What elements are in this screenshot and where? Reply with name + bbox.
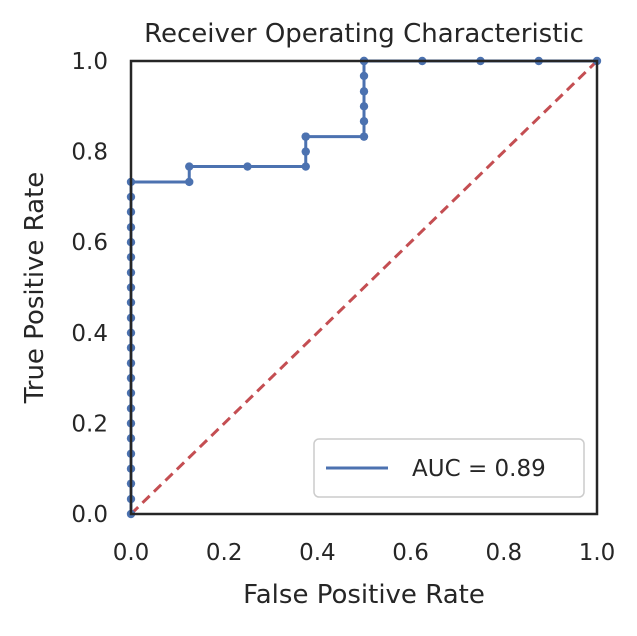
y-tick-label: 0.2 <box>71 411 108 437</box>
roc-point-marker <box>359 117 369 126</box>
plot-frame <box>129 59 599 516</box>
x-tick-label: 0.2 <box>206 540 243 566</box>
roc-point-marker <box>301 162 310 171</box>
x-tick-label: 0.6 <box>392 540 429 566</box>
y-tick-label: 0.8 <box>71 140 108 166</box>
legend-box <box>313 438 585 498</box>
x-tick-label: 0.0 <box>113 540 150 566</box>
roc-point-marker <box>301 132 310 141</box>
y-tick-label: 0.4 <box>71 321 108 347</box>
chart-title: Receiver Operating Characteristic <box>144 19 584 49</box>
x-tick-label: 0.4 <box>299 540 336 566</box>
chance-diagonal-line <box>129 59 599 516</box>
legend-label: AUC = 0.89 <box>412 456 546 482</box>
roc-point-marker <box>359 102 369 111</box>
roc-point-marker <box>359 71 369 81</box>
roc-point-marker <box>185 162 194 171</box>
y-axis-label: True Positive Rate <box>20 172 50 405</box>
roc-point-marker <box>301 147 310 156</box>
tick-layer: 0.0 0.2 0.4 0.6 0.8 1.0 0.0 0.2 0.4 0.6 0.8 1.0 <box>71 49 615 566</box>
legend: AUC = 0.89 <box>313 438 585 498</box>
y-tick-label: 0.6 <box>71 230 108 256</box>
x-tick-label: 1.0 <box>579 540 616 566</box>
x-tick-label: 0.8 <box>486 540 523 566</box>
x-axis-label: False Positive Rate <box>243 580 485 610</box>
y-tick-label: 0.0 <box>71 502 108 528</box>
roc-point-marker <box>359 132 369 141</box>
roc-point-marker <box>243 162 252 171</box>
y-tick-label: 1.0 <box>71 49 108 75</box>
roc-point-marker <box>359 87 369 96</box>
roc-point-marker <box>185 177 194 187</box>
